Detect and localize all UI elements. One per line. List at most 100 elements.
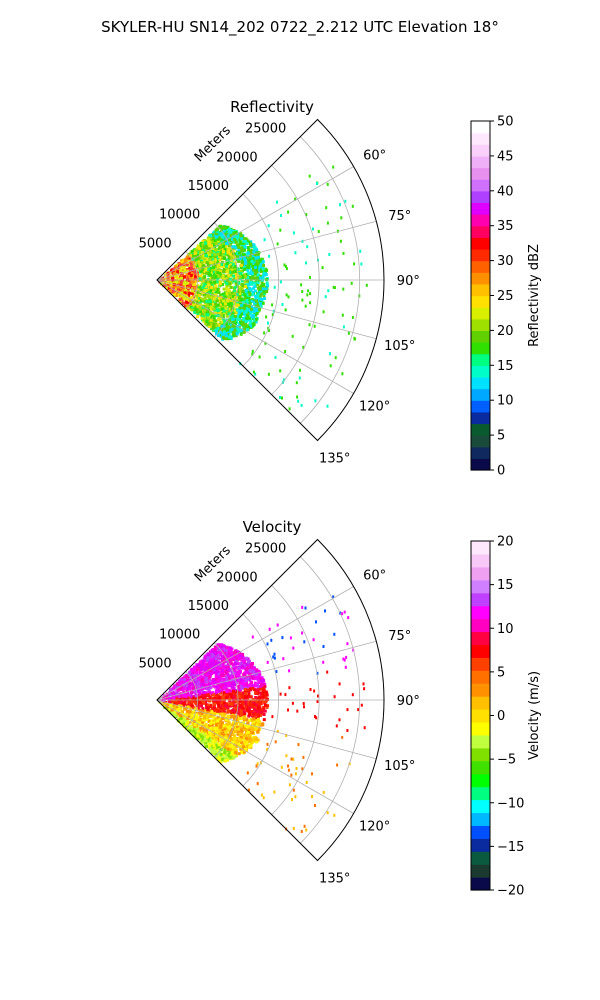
colorbar-swatch (471, 330, 490, 343)
echo-cell (198, 670, 202, 674)
echo-cell (186, 301, 190, 305)
echo-cell (245, 741, 249, 745)
echo-cell (201, 718, 205, 722)
echo-cell (261, 287, 265, 291)
echo-cell (207, 719, 211, 723)
echo-cell (193, 266, 196, 270)
echo-cell (207, 285, 211, 289)
echo-cell (240, 681, 244, 685)
echo-cell (214, 668, 218, 672)
echo-cell (250, 268, 254, 272)
echo-cell (201, 309, 205, 313)
echo-cell (247, 265, 251, 269)
echo-cell (237, 327, 241, 331)
echo-cell (214, 311, 218, 315)
echo-cell (322, 310, 325, 314)
echo-cell (248, 733, 252, 737)
echo-cell (217, 644, 221, 648)
echo-cell (241, 253, 245, 256)
echo-cell (252, 688, 256, 692)
echo-cell (242, 745, 245, 749)
echo-cell (279, 369, 282, 373)
echo-cell (242, 330, 246, 334)
echo-cell (262, 264, 265, 267)
echo-cell (217, 681, 221, 685)
echo-cell (184, 725, 188, 729)
echo-cell (228, 291, 232, 295)
echo-cell (226, 328, 230, 332)
echo-cell (250, 257, 254, 261)
echo-cell (193, 286, 197, 290)
echo-cell (203, 297, 207, 301)
echo-cell (244, 679, 248, 683)
echo-cell (201, 280, 205, 284)
echo-cell (210, 655, 214, 659)
echo-cell (254, 266, 257, 269)
echo-cell (165, 705, 169, 709)
echo-cell (230, 647, 234, 651)
echo-cell (265, 281, 269, 285)
echo-cell (226, 280, 230, 284)
echo-cell (227, 264, 231, 268)
echo-cell (216, 741, 219, 745)
echo-cell (219, 330, 223, 334)
echo-cell (204, 666, 208, 670)
echo-cell (223, 318, 227, 322)
echo-cell (229, 744, 233, 748)
echo-cell (223, 248, 227, 252)
echo-cell (228, 674, 232, 678)
echo-cell (201, 662, 205, 666)
echo-cell (203, 309, 207, 313)
echo-cell (235, 284, 239, 288)
echo-cell (239, 288, 243, 292)
echo-cell (284, 308, 287, 312)
echo-cell (200, 311, 204, 315)
echo-cell (209, 307, 213, 311)
echo-cell (218, 311, 222, 315)
echo-cell (211, 268, 215, 272)
echo-cell (234, 281, 238, 285)
echo-cell (213, 280, 217, 284)
echo-cell (233, 668, 237, 672)
echo-cell (230, 237, 234, 241)
echo-cell (190, 702, 193, 706)
echo-cell (256, 721, 260, 725)
echo-cell (204, 254, 208, 258)
echo-cell (261, 276, 265, 280)
echo-cell (339, 239, 342, 243)
echo-cell (225, 660, 229, 664)
echo-cell (237, 275, 241, 279)
echo-cell (215, 324, 219, 327)
echo-cell (256, 273, 260, 277)
echo-cell (202, 686, 206, 690)
figure-title: SKYLER-HU SN14_202 0722_2.212 UTC Elevat… (101, 18, 499, 37)
echo-cell (253, 318, 257, 322)
echo-cell (197, 257, 201, 261)
echo-cell (225, 671, 228, 675)
echo-cell (223, 295, 227, 299)
echo-cell (170, 283, 174, 287)
echo-cell (226, 269, 230, 273)
echo-cell (325, 206, 328, 210)
echo-cell (240, 246, 244, 250)
echo-cell (185, 724, 189, 727)
echo-cell (344, 199, 347, 203)
echo-cell (215, 332, 219, 336)
echo-cell (214, 248, 217, 252)
echo-cell (192, 695, 196, 699)
echo-cell (249, 282, 253, 286)
echo-cell (221, 250, 225, 253)
echo-cell (240, 312, 243, 316)
echo-cell (229, 304, 233, 308)
echo-cell (249, 664, 253, 668)
echo-cell (237, 685, 241, 689)
echo-cell (220, 307, 224, 311)
echo-cell (202, 299, 206, 303)
echo-cell (207, 246, 210, 250)
echo-cell (224, 307, 228, 310)
azimuth-tick-label: 60° (363, 148, 386, 163)
colorbar-tick-label: 30 (497, 254, 514, 269)
echo-cell (205, 731, 209, 735)
echo-cell (254, 372, 257, 376)
colorbar-swatch (471, 307, 490, 320)
